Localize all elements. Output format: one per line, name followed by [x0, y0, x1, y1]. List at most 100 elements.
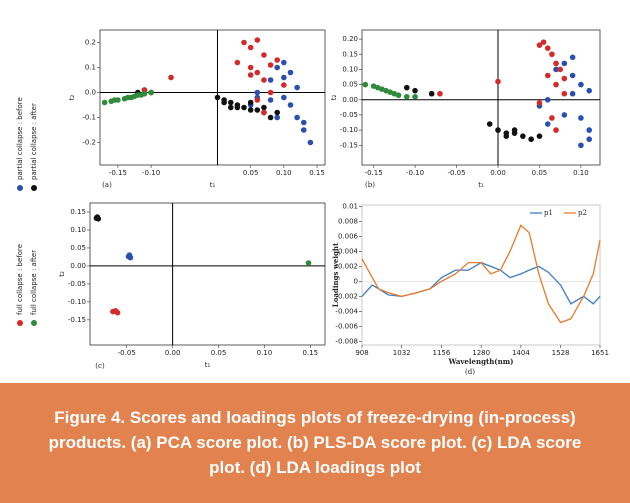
y-axis-label: t₂ [58, 271, 66, 277]
point [267, 114, 274, 121]
x-tick-label: 1651 [591, 349, 609, 357]
series-line [361, 224, 601, 324]
y-tick-label: -0.10 [340, 126, 358, 134]
caption-line: plot. (d) LDA loadings plot [209, 458, 421, 477]
y-tick-label: -0.008 [335, 337, 358, 345]
x-tick-label: 0.00 [165, 349, 181, 357]
y-axis-label: t₂ [68, 95, 76, 101]
y-tick-label: 0.2 [85, 39, 96, 47]
legend-label: partial collapse : after [30, 103, 38, 180]
point [247, 99, 254, 106]
y-axis-label: Loadings weight [331, 242, 340, 307]
point [281, 94, 287, 101]
point [561, 60, 568, 67]
y-tick-label: 0.10 [342, 65, 358, 73]
point [267, 89, 274, 96]
point [536, 42, 543, 48]
y-tick-label: 0.20 [342, 35, 358, 43]
legend-label: full collapse : after [30, 250, 38, 315]
caption: Figure 4. Scores and loadings plots of f… [0, 383, 630, 503]
y-tick-label: -0.05 [340, 111, 358, 119]
x-tick-label: 0.05 [532, 169, 548, 177]
x-tick-label: -0.10 [406, 169, 424, 177]
point [586, 87, 593, 94]
point [247, 72, 254, 78]
caption-line: products. (a) PCA score plot. (b) PLS-DA… [48, 433, 582, 452]
y-tick-label: -0.1 [82, 114, 96, 122]
x-tick-label: -0.15 [109, 169, 127, 177]
point [561, 112, 568, 118]
point [578, 115, 584, 121]
x-axis-label: Wavelength(nm) [448, 357, 514, 366]
point [254, 37, 261, 43]
point [221, 99, 227, 106]
x-tick-label: 0.15 [309, 169, 325, 177]
y-tick-label: -0.2 [82, 139, 96, 147]
y-tick-label: 0.006 [338, 232, 359, 240]
point [287, 102, 294, 108]
point [569, 90, 576, 97]
point [307, 139, 314, 146]
point [247, 64, 254, 71]
y-tick-label: 0.002 [338, 262, 358, 270]
point [569, 72, 576, 79]
x-tick-label: 0.10 [257, 349, 273, 357]
legend-label: p2 [578, 209, 587, 217]
x-tick-label: -0.05 [118, 349, 136, 357]
point [544, 121, 551, 127]
x-axis-label: t₁ [205, 361, 211, 369]
point [528, 136, 534, 143]
y-tick-label: 0.15 [342, 50, 358, 58]
y-tick-label: 0.01 [342, 202, 358, 210]
y-tick-label: 0.00 [70, 262, 86, 270]
point [503, 133, 510, 139]
point [403, 93, 410, 100]
panel-label: (c) [95, 362, 105, 370]
legend-label: full collapse : before [16, 244, 24, 315]
y-tick-label: -0.004 [335, 307, 358, 315]
x-tick-label: -0.15 [365, 169, 383, 177]
point [254, 107, 261, 113]
plot-frame [99, 29, 326, 166]
point [561, 75, 568, 82]
y-tick-label: -0.05 [68, 280, 86, 288]
figure: partial collapse : before partial collaps… [16, 29, 609, 376]
legend-marker [31, 185, 37, 191]
point [569, 54, 576, 61]
point [274, 114, 281, 121]
y-tick-label: 0.0 [85, 89, 96, 97]
point [267, 77, 274, 83]
panel-label: (d) [465, 368, 475, 376]
y-tick-label: -0.15 [340, 141, 358, 149]
point [261, 52, 267, 58]
point [511, 127, 518, 133]
x-tick-label: 1280 [472, 349, 490, 357]
point [274, 64, 281, 71]
point [254, 97, 261, 103]
point [536, 133, 543, 139]
legend-marker [17, 185, 23, 191]
x-tick-label: 1404 [512, 349, 530, 357]
point [412, 87, 418, 94]
point [549, 51, 555, 58]
y-tick-label: -0.002 [335, 292, 358, 300]
point [428, 90, 435, 97]
point [495, 78, 501, 85]
point [281, 74, 287, 81]
point [544, 96, 551, 103]
point [95, 216, 102, 222]
point [362, 81, 369, 88]
point [578, 81, 584, 88]
series-line [361, 261, 601, 305]
x-tick-label: 1032 [393, 349, 411, 357]
point [267, 62, 274, 68]
y-tick-label: 0 [354, 277, 358, 285]
point [261, 109, 267, 116]
y-tick-label: 0.05 [70, 244, 86, 252]
y-tick-label: 0.15 [70, 208, 86, 216]
legend-label: p1 [544, 209, 553, 217]
point [234, 59, 241, 66]
point [437, 90, 443, 97]
point [544, 45, 551, 52]
point [247, 44, 254, 51]
